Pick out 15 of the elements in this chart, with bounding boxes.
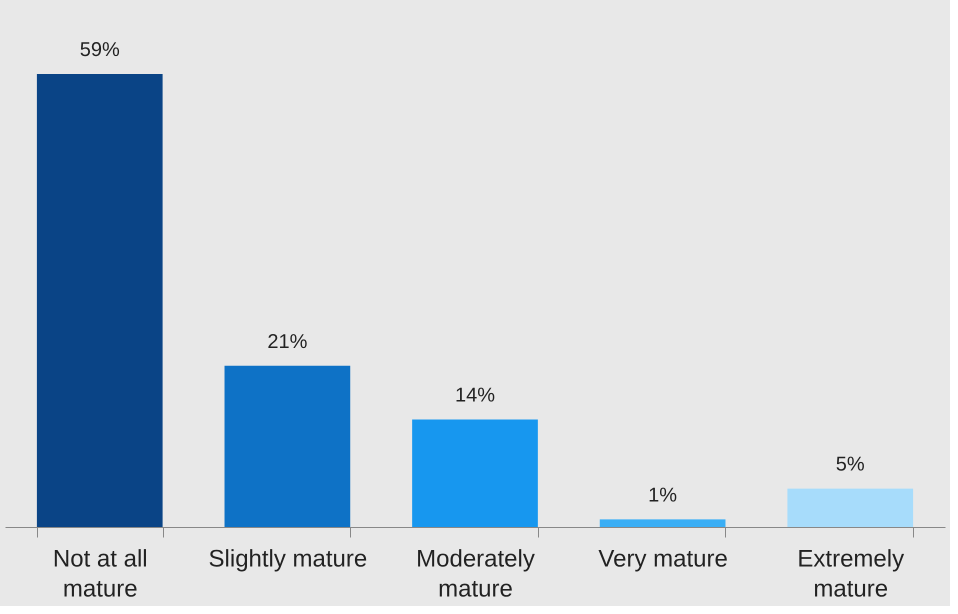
x-tick-label: Slightly mature bbox=[208, 546, 368, 572]
data-label: 14% bbox=[454, 384, 496, 407]
bar bbox=[787, 488, 914, 527]
bar bbox=[600, 519, 726, 527]
bar bbox=[412, 420, 538, 527]
x-tick-label: Very mature bbox=[598, 546, 728, 572]
data-label: 5% bbox=[836, 454, 865, 476]
x-tick-label: Extremely mature bbox=[797, 546, 904, 602]
x-tick-label: Not at all mature bbox=[52, 546, 148, 602]
x-tick-label: Moderately mature bbox=[416, 546, 535, 602]
data-label: 1% bbox=[648, 484, 678, 506]
bar bbox=[36, 74, 163, 527]
data-label: 59% bbox=[80, 39, 120, 61]
data-label: 21% bbox=[267, 330, 308, 353]
bar bbox=[224, 366, 350, 527]
